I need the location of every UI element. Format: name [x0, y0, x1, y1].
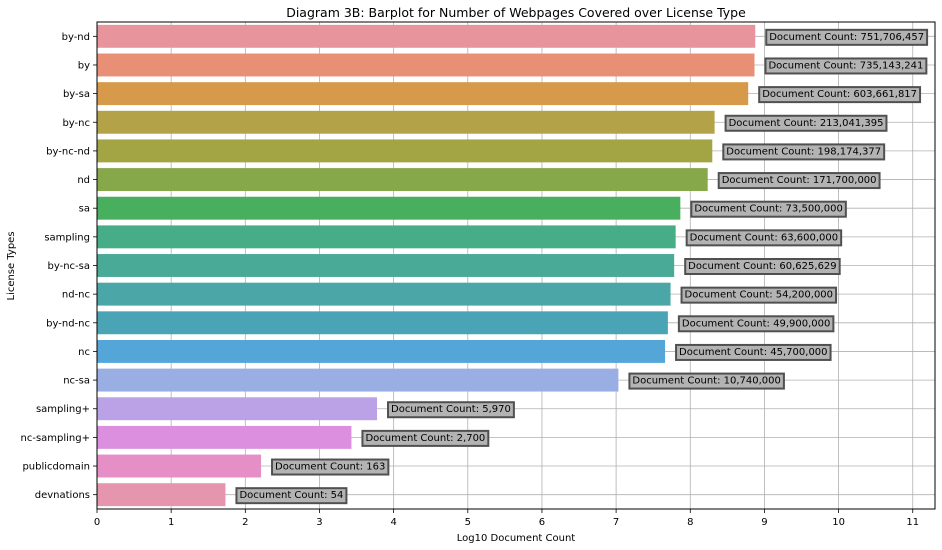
- annotation-box: [680, 286, 838, 304]
- x-tick-label: 6: [539, 517, 545, 528]
- bar-by-nd-nc: [97, 311, 668, 335]
- bar-by-sa: [97, 82, 749, 106]
- y-tick-label: by-nd: [62, 32, 90, 43]
- annotation-label: Document Count: 198,174,377: [726, 146, 881, 157]
- annotations: Document Count: 751,706,457 Document Coun…: [235, 28, 929, 505]
- bar-sa: [97, 196, 681, 220]
- annotation-box: [765, 28, 929, 46]
- bar-sampling+: [97, 397, 378, 421]
- y-tick-label: nc-sampling+: [21, 433, 91, 444]
- y-tick-label: sa: [79, 204, 90, 215]
- annotation-box: [717, 172, 881, 190]
- annotation-box: [677, 315, 835, 333]
- y-tick-label: nd: [77, 175, 90, 186]
- annotation-label: Document Count: 735,143,241: [768, 60, 923, 71]
- bar-publicdomain: [97, 454, 262, 478]
- annotation-label: Document Count: 171,700,000: [722, 175, 877, 186]
- chart-title: Diagram 3B: Barplot for Number of Webpag…: [286, 5, 746, 20]
- x-tick-label: 4: [390, 517, 396, 528]
- annotation-label: Document Count: 751,706,457: [769, 32, 924, 43]
- x-tick-label: 11: [906, 517, 919, 528]
- y-tick-label: nc: [78, 347, 90, 358]
- y-tick-label: by-nd-nc: [46, 318, 90, 329]
- annotation-label: Document Count: 73,500,000: [694, 204, 843, 215]
- bar-by-nd: [97, 24, 756, 48]
- y-tick-label: by: [78, 60, 90, 71]
- annotation-label: Document Count: 45,700,000: [679, 347, 828, 358]
- annotation-label: Document Count: 10,740,000: [632, 376, 781, 387]
- annotation-box: [724, 114, 888, 132]
- x-tick-label: 0: [94, 517, 100, 528]
- x-tick-label: 9: [761, 517, 767, 528]
- annotation-box: [628, 372, 785, 390]
- annotation-box: [235, 487, 348, 505]
- x-tick-label: 3: [316, 517, 322, 528]
- bar-by-nc-nd: [97, 139, 713, 163]
- annotation-label: Document Count: 2,700: [365, 433, 485, 444]
- annotation-label: Document Count: 603,661,817: [762, 89, 917, 100]
- bar-nc-sampling+: [97, 425, 352, 449]
- annotation-box: [758, 86, 922, 104]
- x-tick-label: 5: [465, 517, 471, 528]
- bar-by-nc: [97, 110, 715, 134]
- y-tick-label: by-nc-sa: [48, 261, 90, 272]
- bar-devnations: [97, 483, 226, 507]
- annotation-box: [387, 401, 515, 419]
- bar-nc-sa: [97, 368, 619, 392]
- bar-nd-nc: [97, 282, 671, 306]
- y-axis-ticks: by-nd by by-sa by-nc by-nc-nd nd sa sampling by-…: [21, 32, 97, 501]
- y-axis-label: License Types: [6, 231, 17, 300]
- annotation-box: [722, 143, 886, 161]
- y-tick-label: by-nc: [62, 118, 90, 129]
- y-tick-label: nd-nc: [62, 290, 90, 301]
- annotation-label: Document Count: 63,600,000: [690, 232, 839, 243]
- annotation-label: Document Count: 54: [239, 490, 343, 501]
- bars: [97, 24, 756, 507]
- bar-by: [97, 53, 755, 77]
- y-tick-label: by-nc-nd: [46, 146, 90, 157]
- x-axis-label: Log10 Document Count: [457, 533, 576, 544]
- bar-nd: [97, 168, 708, 192]
- x-tick-label: 8: [687, 517, 693, 528]
- annotation-box: [684, 258, 841, 275]
- annotation-box: [764, 57, 928, 75]
- y-tick-label: sampling+: [36, 404, 90, 415]
- bar-nc: [97, 339, 666, 363]
- x-tick-label: 1: [168, 517, 174, 528]
- annotation-box: [361, 429, 490, 447]
- annotation-label: Document Count: 49,900,000: [682, 318, 831, 329]
- annotation-box: [690, 200, 847, 218]
- annotation-box: [685, 229, 843, 247]
- annotation-box: [271, 458, 390, 476]
- x-tick-label: 7: [613, 517, 619, 528]
- bar-by-nc-sa: [97, 254, 675, 277]
- annotation-label: Document Count: 54,200,000: [685, 290, 834, 301]
- y-tick-label: nc-sa: [63, 376, 90, 387]
- y-tick-label: by-sa: [63, 89, 90, 100]
- annotation-label: Document Count: 213,041,395: [729, 118, 884, 129]
- annotation-label: Document Count: 60,625,629: [688, 261, 837, 272]
- y-tick-label: devnations: [35, 490, 90, 501]
- x-axis-ticks: 0 1 2 3 4 5 6 7 8 9 10 11: [94, 509, 919, 528]
- y-tick-label: publicdomain: [22, 462, 90, 473]
- bar-sampling: [97, 225, 676, 249]
- annotation-box: [675, 343, 832, 361]
- annotation-label: Document Count: 163: [275, 462, 385, 473]
- x-tick-label: 10: [832, 517, 845, 528]
- annotation-label: Document Count: 5,970: [391, 404, 511, 415]
- y-tick-label: sampling: [44, 232, 90, 243]
- x-tick-label: 2: [242, 517, 248, 528]
